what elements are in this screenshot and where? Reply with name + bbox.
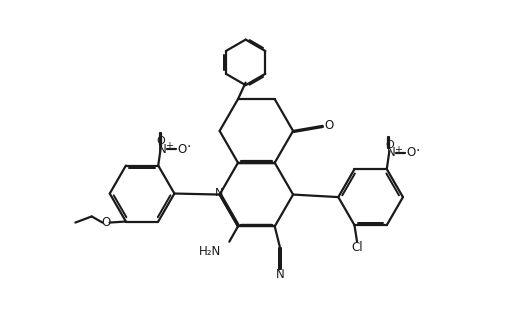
Text: O: O: [101, 216, 111, 229]
Text: O: O: [406, 146, 416, 159]
Text: +: +: [165, 141, 174, 151]
Text: N: N: [386, 146, 395, 159]
Text: N: N: [215, 188, 223, 198]
Text: H₂N: H₂N: [199, 245, 221, 258]
Text: O: O: [156, 136, 165, 146]
Text: O: O: [324, 119, 333, 132]
Text: O: O: [385, 140, 394, 150]
Text: O: O: [177, 143, 187, 156]
Text: +: +: [394, 145, 402, 155]
Text: ·: ·: [187, 140, 191, 154]
Text: N: N: [276, 268, 284, 281]
Text: ·: ·: [415, 144, 420, 158]
Text: N: N: [158, 143, 167, 156]
Text: Cl: Cl: [351, 241, 363, 254]
